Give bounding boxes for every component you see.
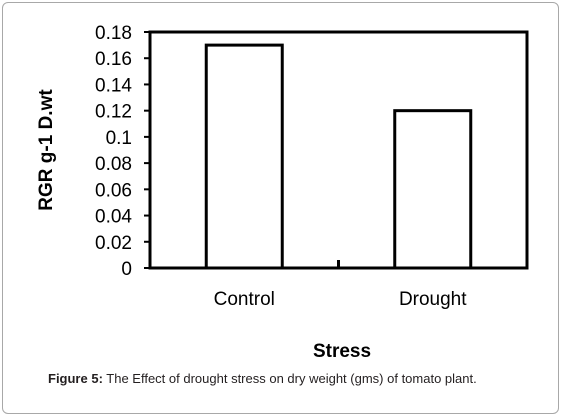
y-tick-label: 0.12	[95, 102, 132, 123]
caption-text: The Effect of drought stress on dry weig…	[102, 371, 477, 386]
x-tick-label: Control	[214, 289, 275, 310]
y-tick-label: 0	[121, 259, 132, 280]
y-tick-label: 0.06	[95, 180, 132, 201]
bar-chart: 0 0.02 0.04 0.06 0.08 0.1 0.12 0.14 0.16 0.18 Con…	[36, 23, 529, 362]
y-axis-ticks: 0 0.02 0.04 0.06 0.08 0.1 0.12 0.14 0.16 0.18	[95, 23, 150, 280]
y-tick-label: 0.1	[106, 128, 132, 149]
x-axis-ticks: Control Drought	[214, 260, 467, 310]
figure-frame	[2, 2, 559, 414]
bar-drought	[393, 109, 473, 270]
y-axis-label: RGR g-1 D.wt	[36, 89, 57, 211]
y-tick-label: 0.18	[95, 23, 132, 44]
y-tick-label: 0.16	[95, 49, 132, 70]
caption-label: Figure 5:	[48, 371, 103, 386]
y-tick-label: 0.14	[95, 75, 132, 96]
figure-caption: Figure 5: The Effect of drought stress o…	[48, 370, 538, 387]
x-axis-label: Stress	[313, 341, 371, 362]
y-tick-label: 0.08	[95, 154, 132, 175]
y-tick-label: 0.02	[95, 233, 132, 254]
bar-control	[204, 43, 284, 270]
y-tick-label: 0.04	[95, 207, 132, 228]
bars	[204, 43, 473, 270]
x-tick-label: Drought	[399, 289, 467, 310]
